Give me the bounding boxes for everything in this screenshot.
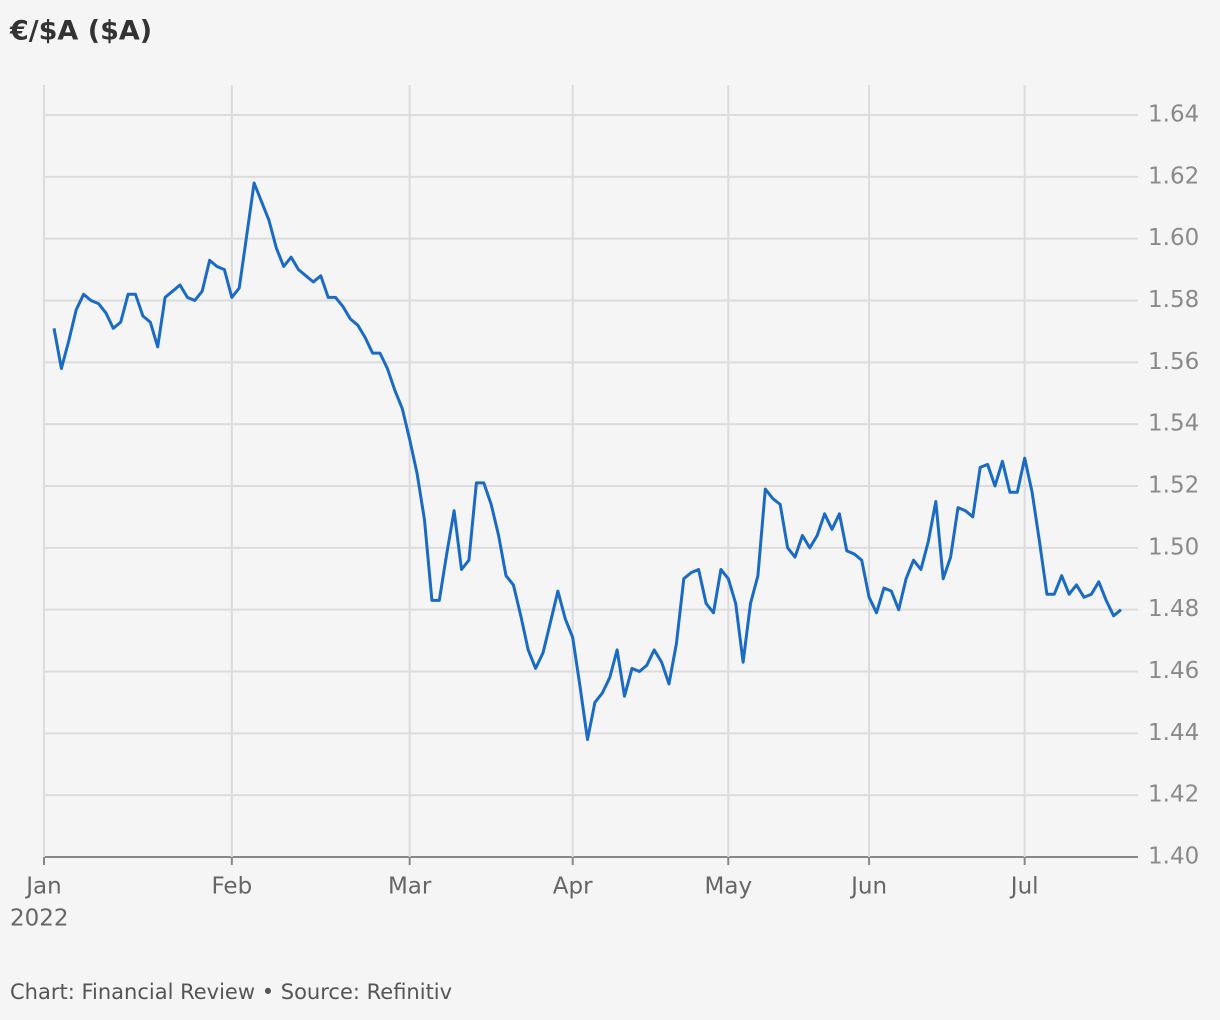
y-tick-label: 1.54 <box>1148 411 1199 437</box>
y-tick-label: 1.56 <box>1148 349 1199 375</box>
y-tick-label: 1.40 <box>1148 844 1199 870</box>
y-tick-label: 1.50 <box>1148 534 1199 560</box>
chart-title: €/$A ($A) <box>9 16 152 47</box>
y-tick-label: 1.62 <box>1148 163 1199 189</box>
x-tick-label: Jul <box>1009 874 1039 900</box>
x-tick-label: Feb <box>211 874 252 900</box>
y-tick-label: 1.58 <box>1148 287 1199 313</box>
y-tick-label: 1.44 <box>1148 720 1199 746</box>
y-tick-label: 1.60 <box>1148 225 1199 251</box>
y-tick-label: 1.64 <box>1148 102 1199 128</box>
x-tick-label: May <box>705 874 753 900</box>
data-line <box>52 181 1122 741</box>
x-tick-label: Mar <box>388 874 432 900</box>
y-tick-label: 1.46 <box>1148 658 1199 684</box>
x-tick-label: Jun <box>849 874 887 900</box>
x-year-label: 2022 <box>10 906 69 932</box>
x-tick-label: Apr <box>553 874 593 900</box>
y-tick-label: 1.42 <box>1148 782 1199 808</box>
y-tick-label: 1.48 <box>1148 596 1199 622</box>
x-tick-label: Jan <box>24 874 61 900</box>
source-note: Chart: Financial Review • Source: Refini… <box>10 980 452 1004</box>
y-tick-label: 1.52 <box>1148 473 1199 499</box>
